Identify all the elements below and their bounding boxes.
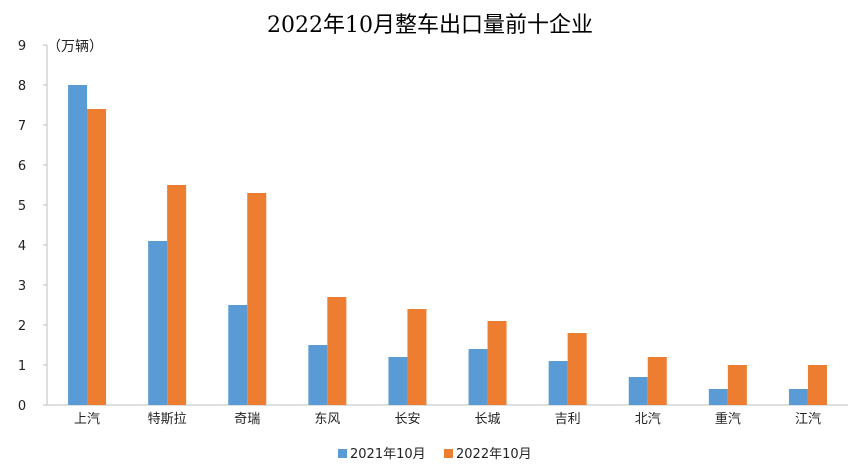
legend-label: 2022年10月 xyxy=(456,447,532,462)
x-tick-label: 上汽 xyxy=(74,412,100,427)
y-tick-label: 3 xyxy=(18,279,26,294)
legend-swatch xyxy=(338,449,347,458)
bar-2022-8 xyxy=(727,365,747,405)
y-tick-label: 6 xyxy=(18,159,26,174)
y-unit-label: （万辆） xyxy=(47,39,103,55)
y-tick-label: 0 xyxy=(18,399,26,414)
x-tick-label: 北汽 xyxy=(635,412,661,427)
x-tick-label: 特斯拉 xyxy=(148,412,187,427)
bar-2021-9 xyxy=(788,389,808,405)
y-tick-labels: 0 1 2 3 4 5 6 7 8 9 xyxy=(18,39,26,414)
x-tick-label: 奇瑞 xyxy=(234,411,260,427)
bar-2022-6 xyxy=(567,333,587,405)
bar-2022-4 xyxy=(407,309,427,405)
x-tick-label: 长安 xyxy=(394,412,420,427)
legend-swatch xyxy=(444,449,453,458)
y-tick-label: 7 xyxy=(18,119,26,134)
x-tick-labels: 上汽 特斯拉 奇瑞 东风 长安 长城 吉利 北汽 重汽 江汽 xyxy=(74,411,821,427)
bar-2021-1 xyxy=(148,241,168,405)
bar-2021-6 xyxy=(548,361,568,405)
legend: 2021年10月 2022年10月 xyxy=(338,447,532,462)
bar-2022-7 xyxy=(647,357,667,405)
y-tick-label: 9 xyxy=(18,39,26,54)
y-tick-label: 1 xyxy=(18,359,26,374)
x-tick-label: 重汽 xyxy=(715,411,741,427)
bar-2021-5 xyxy=(468,349,488,405)
y-tick-label: 2 xyxy=(18,319,26,334)
bar-2021-8 xyxy=(708,389,728,405)
x-tick-label: 江汽 xyxy=(795,412,821,427)
bar-2022-5 xyxy=(487,321,507,405)
bar-2021-4 xyxy=(388,357,408,405)
x-tick-label: 吉利 xyxy=(555,412,581,427)
x-tick-label: 东风 xyxy=(314,412,340,427)
bar-2022-1 xyxy=(167,185,187,405)
bar-2021-3 xyxy=(308,345,328,405)
bar-2021-7 xyxy=(628,377,648,405)
bars xyxy=(68,85,827,405)
legend-label: 2021年10月 xyxy=(350,447,426,462)
bar-2021-0 xyxy=(68,85,88,405)
chart-title: 2022年10月整车出口量前十企业 xyxy=(267,13,593,38)
x-tick-label: 长城 xyxy=(475,412,501,427)
y-tick-label: 5 xyxy=(18,199,26,214)
bar-2022-3 xyxy=(327,297,347,405)
bar-2022-9 xyxy=(807,365,827,405)
bar-2022-2 xyxy=(247,193,267,405)
y-tick-label: 4 xyxy=(18,239,26,254)
y-tick-label: 8 xyxy=(18,79,26,94)
bar-2022-0 xyxy=(87,109,107,405)
bar-2021-2 xyxy=(228,305,248,405)
